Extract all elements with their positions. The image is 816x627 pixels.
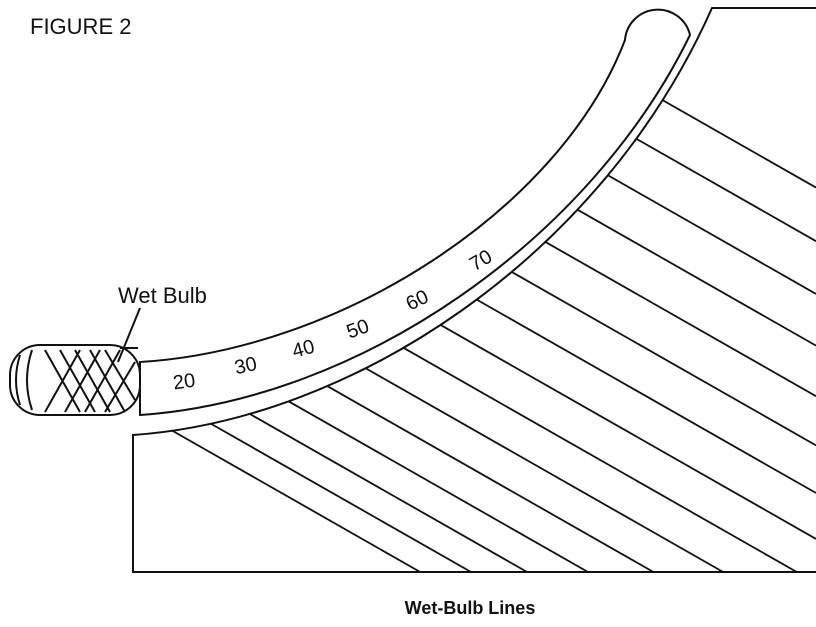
wet-bulb-line: [171, 429, 421, 573]
wet-bulb-line: [544, 241, 816, 397]
scale-label: 20: [172, 370, 197, 395]
wet-bulb-line: [288, 400, 589, 573]
pointer: [117, 307, 141, 363]
scale-label: 30: [233, 353, 259, 379]
wet-bulb: [9, 344, 141, 416]
wet-bulb-line: [635, 137, 816, 242]
wet-bulb-line: [577, 208, 816, 347]
wet-bulb-line: [249, 413, 528, 573]
bulb-label: Wet Bulb: [118, 283, 207, 308]
scale-label: 50: [344, 315, 372, 343]
wet-bulb-line: [210, 422, 472, 573]
wet-bulb-line: [511, 271, 816, 447]
wet-bulb-lines: [171, 99, 816, 573]
wet-bulb-line: [662, 99, 816, 189]
scale-label: 40: [290, 336, 317, 363]
figure-label: FIGURE 2: [30, 14, 131, 39]
wet-bulb-line: [326, 385, 654, 573]
wet-bulb-line: [607, 174, 816, 295]
chart-outline: [132, 7, 816, 573]
wet-bulb-line: [403, 347, 798, 573]
wet-bulb-line: [440, 324, 816, 540]
scale-label: 60: [403, 286, 433, 316]
wet-bulb-line: [476, 298, 816, 494]
thermometer-tube: [139, 8, 692, 417]
wet-bulb-line: [365, 367, 724, 573]
caption: Wet-Bulb Lines: [405, 598, 536, 618]
scale-label: 70: [466, 246, 496, 276]
